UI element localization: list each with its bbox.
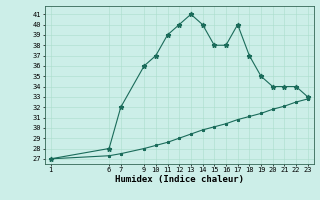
- X-axis label: Humidex (Indice chaleur): Humidex (Indice chaleur): [115, 175, 244, 184]
